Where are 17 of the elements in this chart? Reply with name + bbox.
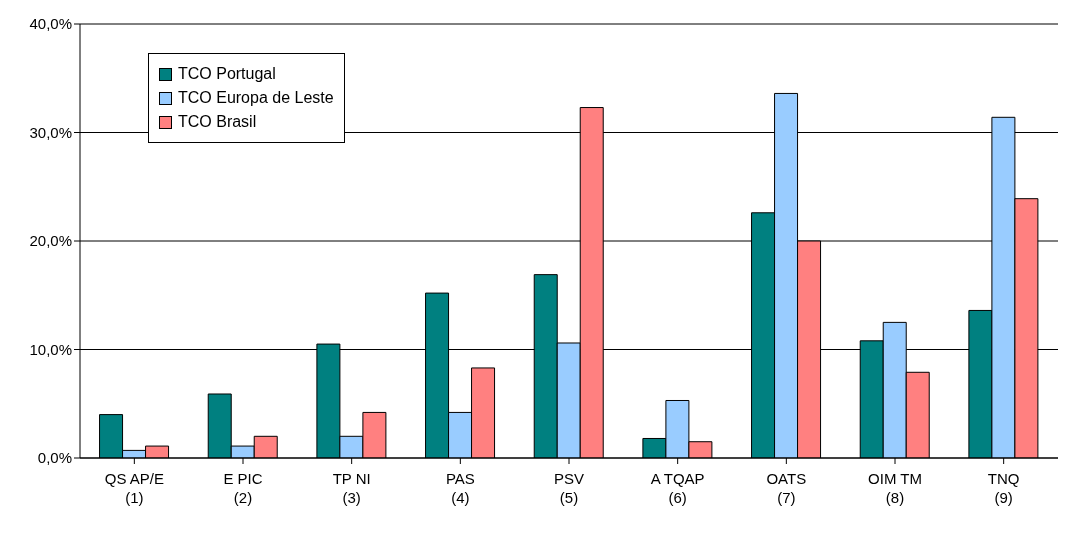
y-tick-label: 20,0% [29, 232, 72, 250]
y-tick-label: 30,0% [29, 123, 72, 141]
legend-label: TCO Portugal [178, 64, 276, 84]
y-tick-label: 10,0% [29, 340, 72, 358]
x-tick-label: A TQAP (6) [650, 470, 705, 506]
x-tick-label: TP NI (3) [332, 470, 371, 506]
legend-label: TCO Europa de Leste [178, 88, 334, 108]
legend-label: TCO Brasil [178, 112, 257, 132]
x-tick-label: OATS (7) [766, 470, 807, 506]
y-tick-label: 0,0% [37, 449, 72, 467]
x-tick-label: PAS (4) [445, 470, 475, 506]
x-tick-label: TNQ (9) [987, 470, 1020, 506]
x-tick-label: QS AP/E (1) [104, 470, 164, 506]
x-tick-label: PSV (5) [553, 470, 585, 506]
y-tick-label: 40,0% [29, 15, 72, 33]
x-tick-label: E PIC (2) [223, 470, 263, 506]
x-tick-label: OIM TM (8) [868, 470, 922, 506]
